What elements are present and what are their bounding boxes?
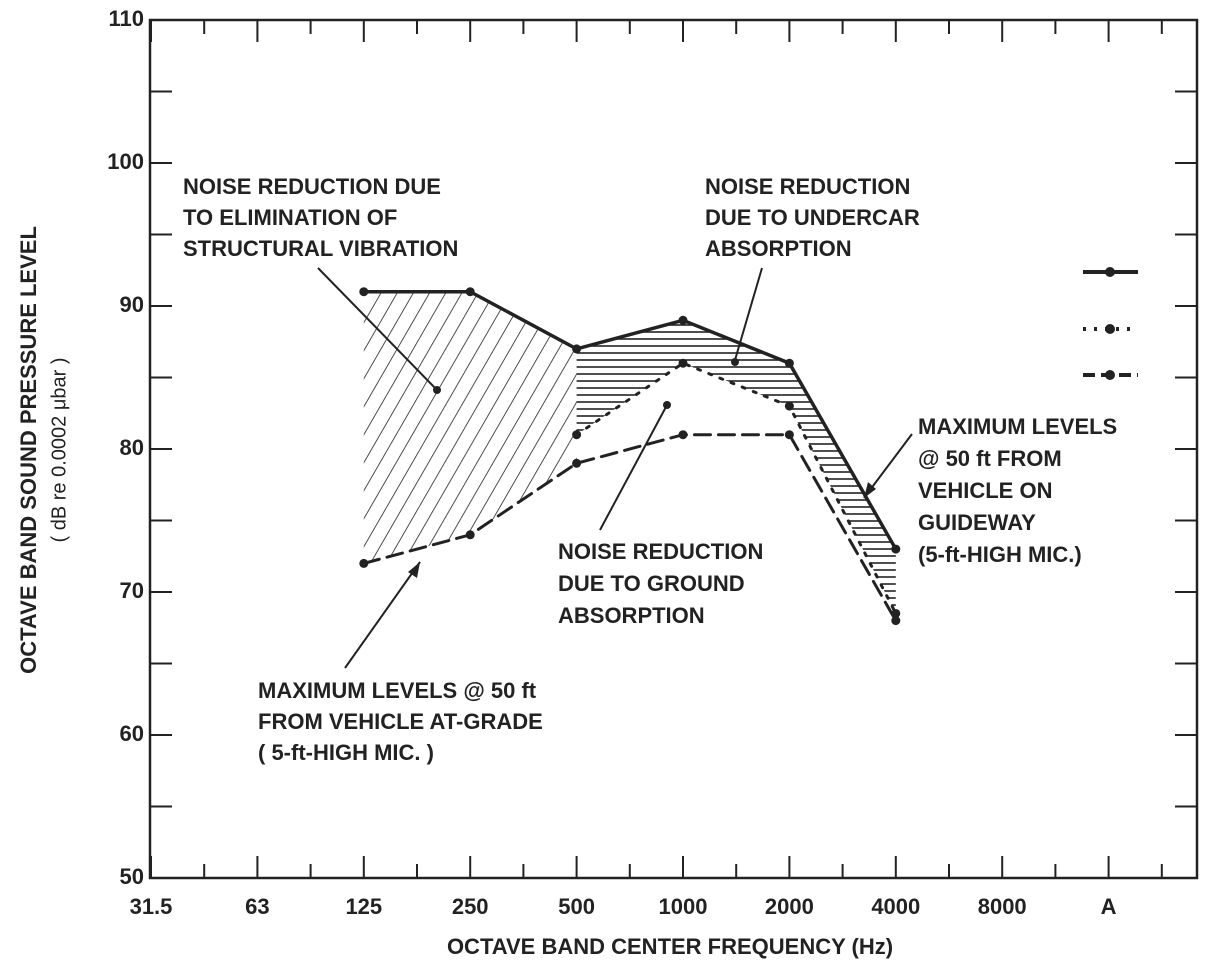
point [465,530,475,540]
point [891,616,901,626]
hatched-region [363,291,577,564]
annotation: TO ELIMINATION OF [183,205,397,230]
y-tick-label: 50 [120,864,144,889]
annotation: VEHICLE ON [918,478,1052,503]
y-tick-label: 70 [120,578,144,603]
annotation: DUE TO GROUND [558,571,745,596]
x-tick-label: 1000 [659,894,708,919]
annotation: FROM VEHICLE AT-GRADE [258,709,543,734]
x-tick-label: 4000 [871,894,920,919]
point [784,358,794,368]
point [465,287,475,297]
point [572,458,582,468]
hatched-region [576,320,896,614]
annotation: @ 50 ft FROM [918,446,1062,471]
x-tick-label: 125 [345,894,382,919]
point [359,558,369,568]
annotation: MAXIMUM LEVELS @ 50 ft [258,678,537,703]
point [891,544,901,554]
y-tick-label: 60 [120,721,144,746]
annotation: ABSORPTION [558,603,705,628]
annotation: NOISE REDUCTION [705,174,910,199]
point [678,358,688,368]
annotation: GUIDEWAY [918,510,1036,535]
point [678,430,688,440]
annotation: MAXIMUM LEVELS [918,414,1117,439]
annotation: STRUCTURAL VIBRATION [183,236,458,261]
point [572,430,582,440]
y-tick-label: 90 [120,292,144,317]
y-tick-label: 110 [109,6,145,31]
annotation: NOISE REDUCTION [558,539,763,564]
x-tick-label: 250 [452,894,489,919]
annotation: NOISE REDUCTION DUE [183,174,441,199]
x-tick-label: 8000 [978,894,1027,919]
point [678,315,688,325]
x-tick-label: A [1101,894,1117,919]
x-tick-label: 31.5 [130,894,173,919]
y-tick-label: 100 [107,149,144,174]
x-tick-label: 2000 [765,894,814,919]
series-line [362,433,898,623]
x-tick-label: 63 [245,894,269,919]
point [784,430,794,440]
annotation: (5-ft-HIGH MIC.) [918,542,1082,567]
point [359,287,369,297]
legend [1083,267,1138,380]
annotation: ABSORPTION [705,236,852,261]
point [572,344,582,354]
series-line [575,361,898,615]
annotation: ( 5-ft-HIGH MIC. ) [258,740,434,765]
annotation: DUE TO UNDERCAR [705,205,920,230]
point [784,401,794,411]
x-axis-label: OCTAVE BAND CENTER FREQUENCY (Hz) [447,934,893,959]
y-tick-label: 80 [120,435,144,460]
y-axis-label: OCTAVE BAND SOUND PRESSURE LEVEL [16,226,41,674]
x-tick-label: 500 [558,894,595,919]
series-line [362,289,898,551]
y-axis-units: ( dB re 0.0002 μbar ) [48,358,70,543]
